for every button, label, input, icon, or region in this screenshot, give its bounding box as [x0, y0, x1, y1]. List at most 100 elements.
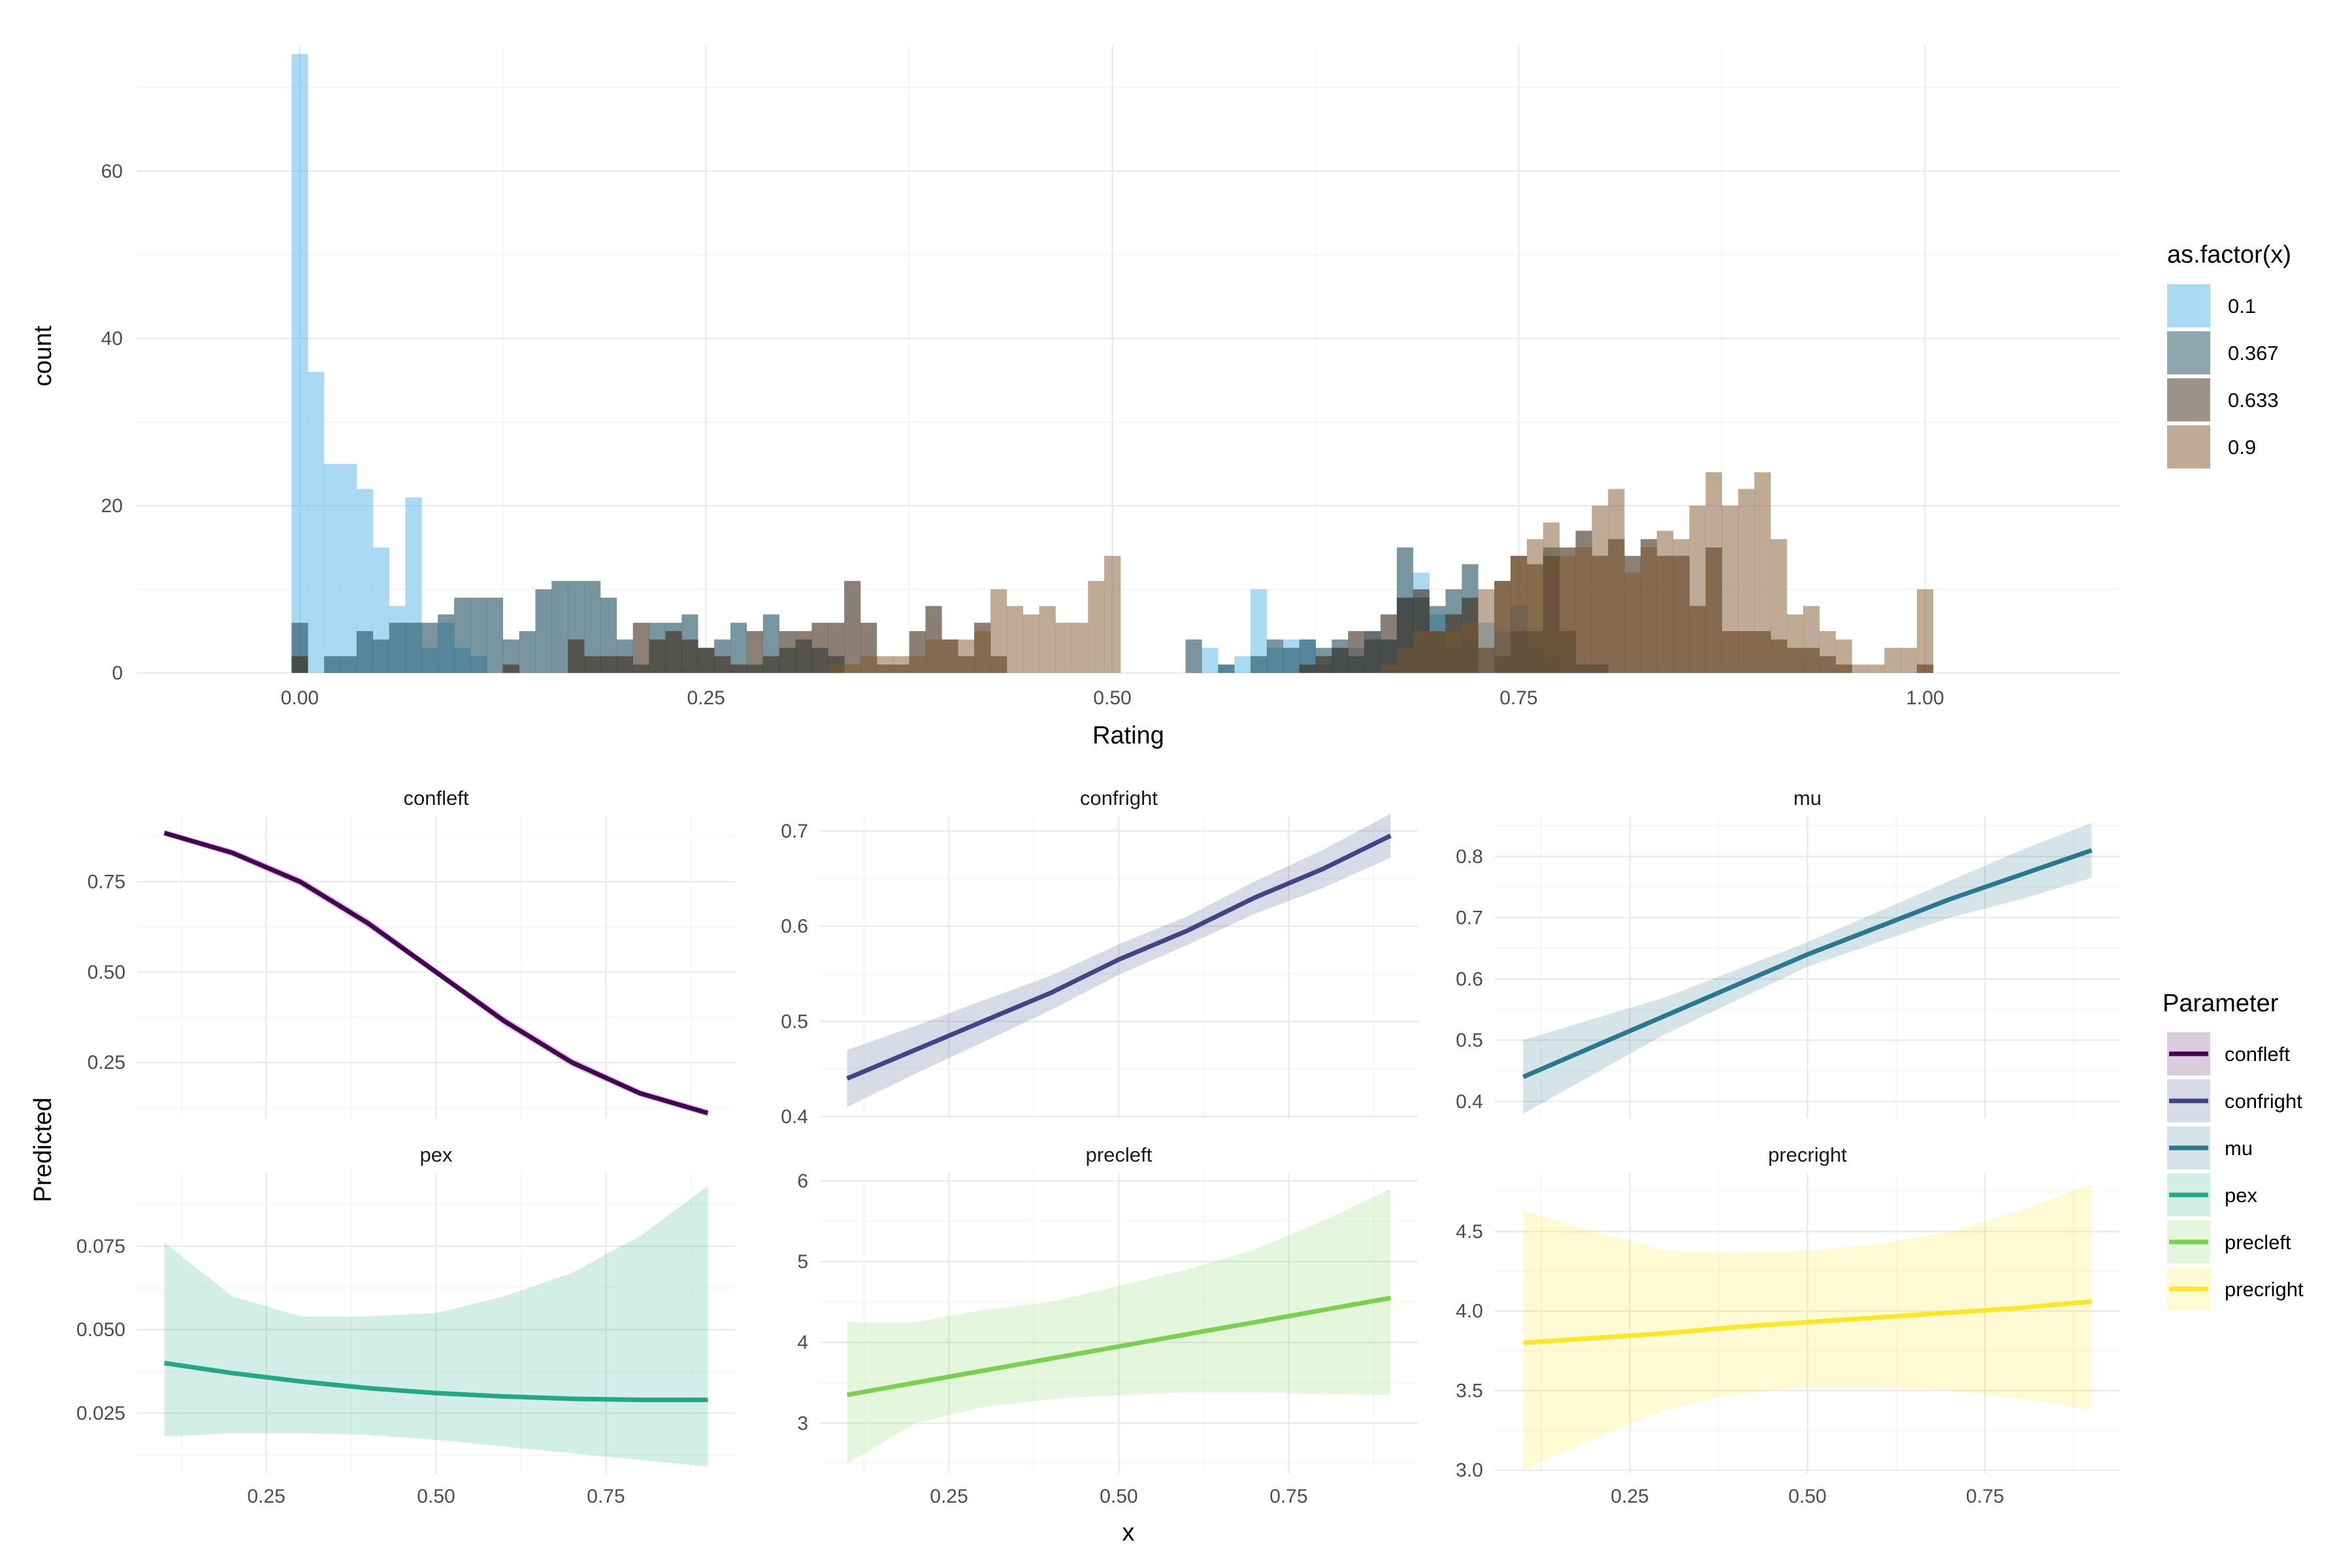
histogram-y-tick-label: 0: [112, 662, 123, 684]
legend-key-swatch: [2167, 378, 2210, 421]
legend-label: 0.9: [2228, 436, 2256, 459]
facet-y-tick-label: 0.75: [88, 872, 125, 893]
histogram-bar: [1738, 489, 1755, 673]
histogram-bar: [1299, 664, 1316, 673]
histogram-bar: [762, 656, 779, 673]
facet-panel-confright: confright 0.4 0.5 0.6 0.7: [781, 787, 1418, 1128]
histogram-bar: [291, 656, 308, 673]
histogram-bar: [811, 623, 828, 673]
histogram-y-tick-label: 60: [101, 161, 123, 182]
histogram-bar: [1315, 656, 1332, 673]
histogram-bar: [1380, 664, 1397, 673]
histogram-bar: [990, 589, 1007, 673]
histogram-bar: [1657, 531, 1674, 673]
facet-x-tick-label: 0.25: [930, 1486, 968, 1507]
confidence-band: [1523, 823, 2092, 1114]
histogram-bar: [1380, 614, 1397, 673]
facet-y-tick-label: 3: [797, 1413, 808, 1434]
facet-panel-pex: pex 0.25 0.50 0.75 0.025 0.050 0.075: [76, 1143, 735, 1507]
facet-x-tick-label: 0.50: [417, 1486, 455, 1507]
facet-y-tick-label: 0.25: [88, 1052, 125, 1073]
histogram-bar: [356, 631, 374, 673]
histogram-bar: [876, 656, 894, 673]
histogram-bar: [1201, 647, 1218, 673]
facet-y-tick-label: 0.7: [1456, 907, 1483, 929]
histogram-x-tick-label: 1.00: [1906, 687, 1944, 709]
histogram-bar: [372, 639, 389, 673]
histogram-x-axis-title: Rating: [1092, 722, 1164, 749]
legend-label: confleft: [2225, 1043, 2290, 1066]
prediction-line: [1523, 1299, 2092, 1345]
facet-y-tick-label: 0.025: [76, 1403, 125, 1424]
facet-y-tick-label: 0.075: [76, 1235, 125, 1257]
facet-y-tick-label: 3.5: [1456, 1380, 1483, 1401]
histogram-bar: [1559, 555, 1576, 673]
legend-label: precright: [2225, 1278, 2304, 1301]
histogram-bar: [1250, 656, 1267, 673]
facet-y-tick-label: 3.0: [1456, 1460, 1483, 1481]
histogram-bar: [1771, 539, 1788, 673]
histogram-bar: [1754, 472, 1771, 673]
histogram-bar: [649, 639, 666, 673]
facet-y-axis-title: Predicted: [29, 1098, 57, 1203]
legend-label: mu: [2225, 1137, 2253, 1160]
histogram-bar: [1396, 647, 1414, 673]
facet-strip-label: precright: [1768, 1143, 1847, 1166]
facet-strip-label: precleft: [1086, 1143, 1152, 1166]
prediction-line: [163, 830, 709, 1116]
facet-x-tick-label: 0.75: [1966, 1486, 2004, 1507]
histogram-bar: [1835, 639, 1852, 673]
histogram-bar: [1592, 506, 1609, 673]
facet-x-tick-label: 0.50: [1100, 1486, 1137, 1507]
histogram-bar: [600, 656, 617, 673]
facet-panel-mu: mu 0.4 0.5 0.6 0.7 0.8: [1456, 787, 2120, 1119]
legend-label: 0.633: [2228, 389, 2279, 412]
prediction-line: [846, 1296, 1392, 1397]
histogram-bar: [1104, 555, 1121, 673]
histogram-bar: [1478, 589, 1495, 673]
facet-y-tick-label: 0.4: [1456, 1091, 1483, 1113]
facet-y-tick-label: 0.6: [781, 916, 808, 938]
histogram-bar: [941, 639, 958, 673]
histogram-bar: [340, 464, 357, 673]
facet-y-tick-label: 5: [797, 1251, 808, 1273]
histogram-bar: [828, 664, 845, 673]
histogram-bar: [616, 656, 634, 673]
facet-x-tick-label: 0.50: [1788, 1486, 1826, 1507]
parameter-legend: Parameter confleft confright mu pex precleft p…: [2163, 990, 2304, 1311]
histogram-bar: [698, 647, 715, 673]
histogram-bar: [486, 597, 504, 673]
facet-y-tick-label: 6: [797, 1170, 808, 1192]
facet-strip-label: pex: [420, 1143, 453, 1166]
histogram-bar: [1266, 639, 1284, 673]
histogram-bar: [405, 623, 422, 673]
prediction-line: [1522, 848, 2093, 1079]
histogram-bar: [584, 656, 601, 673]
histogram-bar: [324, 464, 341, 673]
histogram-bar: [746, 631, 764, 673]
legend-title: as.factor(x): [2167, 241, 2291, 269]
histogram-bar: [1624, 572, 1641, 673]
legend-label: 0.1: [2228, 295, 2256, 318]
facet-panel-precleft: precleft 0.25 0.50 0.75 3 4 5 6: [797, 1143, 1418, 1507]
histogram-bar: [1055, 623, 1072, 673]
confidence-band: [1523, 1184, 2092, 1471]
histogram-bar: [340, 656, 357, 673]
facet-strip-label: confright: [1080, 787, 1158, 809]
histogram-bar: [1673, 539, 1690, 673]
histogram-bar: [892, 656, 909, 673]
histogram-bar: [1039, 606, 1056, 673]
facet-y-tick-label: 0.6: [1456, 968, 1483, 990]
histogram-bar: [454, 597, 471, 673]
histogram-bar: [1006, 606, 1024, 673]
histogram-bar: [681, 639, 698, 673]
histogram-bar: [1884, 647, 1901, 673]
facet-y-tick-label: 0.4: [781, 1106, 808, 1128]
histogram-bar: [1429, 631, 1446, 673]
histogram-bar: [632, 623, 649, 673]
histogram-x-tick-label: 0.75: [1499, 687, 1537, 709]
histogram-bar: [519, 631, 536, 673]
histogram-bar: [324, 656, 341, 673]
legend-label: 0.367: [2228, 342, 2279, 365]
facet-x-tick-label: 0.75: [587, 1486, 625, 1507]
